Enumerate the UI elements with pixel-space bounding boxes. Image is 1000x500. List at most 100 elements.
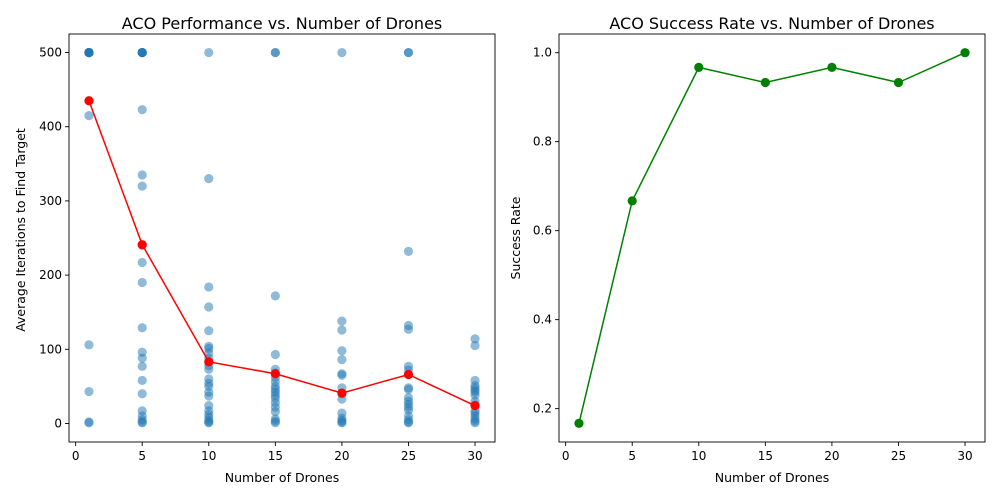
scatter-point <box>84 340 94 350</box>
right-chart-frame <box>558 33 986 443</box>
scatter-point <box>84 47 94 58</box>
scatter-point <box>137 170 147 180</box>
mean-point <box>204 357 214 367</box>
success-rate-point <box>827 62 837 72</box>
scatter-point <box>337 370 347 380</box>
scatter-point <box>204 174 214 184</box>
right-chart: ACO Success Rate vs. Number of Drones Nu… <box>508 14 986 485</box>
scatter-point <box>204 47 214 58</box>
scatter-point <box>403 418 414 428</box>
y-tick-label: 200 <box>39 268 62 282</box>
scatter-point <box>204 418 214 428</box>
mean-point <box>270 369 280 379</box>
scatter-point <box>137 375 147 386</box>
scatter-point <box>337 355 347 365</box>
mean-point <box>403 369 414 380</box>
x-tick-label: 0 <box>72 449 80 463</box>
success-rate-point <box>893 77 904 88</box>
y-tick-label: 400 <box>39 120 62 134</box>
right-chart-title: ACO Success Rate vs. Number of Drones <box>609 14 934 33</box>
x-tick-label: 15 <box>758 449 773 463</box>
scatter-point <box>270 418 280 428</box>
left-chart-frame <box>68 33 496 443</box>
scatter-point <box>137 47 147 58</box>
y-tick-label: 100 <box>39 342 62 356</box>
scatter-point <box>403 324 414 334</box>
scatter-point <box>403 246 414 256</box>
scatter-point <box>270 291 280 301</box>
x-tick-label: 10 <box>691 449 706 463</box>
scatter-point <box>137 353 147 363</box>
scatter-point <box>84 386 94 397</box>
scatter-point <box>137 361 147 371</box>
y-tick-label: 0.2 <box>533 402 552 416</box>
x-tick-label: 25 <box>891 449 906 463</box>
x-tick-label: 15 <box>268 449 283 463</box>
scatter-point <box>137 277 147 288</box>
right-chart-xlabel: Number of Drones <box>715 470 829 485</box>
y-tick-label: 0.4 <box>533 313 552 327</box>
scatter-point <box>403 384 414 394</box>
scatter-point <box>137 389 147 399</box>
scatter-point <box>84 418 94 428</box>
x-tick-label: 20 <box>334 449 349 463</box>
scatter-point <box>337 47 347 58</box>
x-tick-label: 5 <box>138 449 146 463</box>
scatter-point <box>403 47 414 58</box>
scatter-point <box>204 364 214 374</box>
left-chart-scatter-points <box>84 47 480 428</box>
scatter-point <box>137 181 147 191</box>
x-tick-label: 0 <box>562 449 570 463</box>
x-tick-label: 10 <box>201 449 216 463</box>
mean-point <box>137 240 147 250</box>
scatter-point <box>137 105 147 115</box>
scatter-point <box>270 47 280 58</box>
success-rate-point <box>960 48 970 58</box>
y-tick-label: 0 <box>54 416 62 430</box>
x-tick-label: 5 <box>628 449 636 463</box>
x-tick-label: 30 <box>467 449 482 463</box>
scatter-point <box>337 316 347 326</box>
scatter-point <box>137 418 147 428</box>
left-chart-mean-series <box>84 96 480 411</box>
y-tick-label: 1.0 <box>533 46 552 60</box>
scatter-point <box>470 418 480 428</box>
scatter-point <box>337 418 347 428</box>
y-tick-label: 0.6 <box>533 224 552 238</box>
right-chart-success-series <box>574 48 970 428</box>
scatter-point <box>137 323 147 333</box>
scatter-point <box>204 391 214 401</box>
success-rate-point <box>694 62 704 72</box>
scatter-point <box>204 326 214 336</box>
scatter-point <box>337 325 347 335</box>
y-tick-label: 500 <box>39 46 62 60</box>
right-chart-ticks: 0 5 10 15 20 25 30 0.2 0.4 0.6 0.8 1.0 <box>533 46 973 463</box>
left-chart: ACO Performance vs. Number of Drones Num… <box>13 14 496 485</box>
scatter-point <box>337 346 347 356</box>
y-tick-label: 300 <box>39 194 62 208</box>
x-tick-label: 20 <box>824 449 839 463</box>
scatter-point <box>470 340 480 351</box>
left-chart-xlabel: Number of Drones <box>225 470 339 485</box>
y-tick-label: 0.8 <box>533 135 552 149</box>
scatter-point <box>270 349 280 360</box>
left-chart-ylabel: Average Iterations to Find Target <box>13 128 28 332</box>
left-chart-title: ACO Performance vs. Number of Drones <box>122 14 443 33</box>
mean-point <box>84 96 94 106</box>
scatter-point <box>470 334 480 344</box>
right-chart-ylabel: Success Rate <box>508 196 523 279</box>
scatter-point <box>204 282 214 292</box>
scatter-point <box>270 406 280 417</box>
scatter-point <box>204 302 214 312</box>
scatter-point <box>137 257 147 268</box>
mean-point <box>470 401 480 411</box>
scatter-point <box>84 111 94 121</box>
success-rate-point <box>627 196 637 206</box>
success-rate-point <box>760 77 770 88</box>
x-tick-label: 25 <box>401 449 416 463</box>
x-tick-label: 30 <box>957 449 972 463</box>
mean-point <box>337 388 347 398</box>
